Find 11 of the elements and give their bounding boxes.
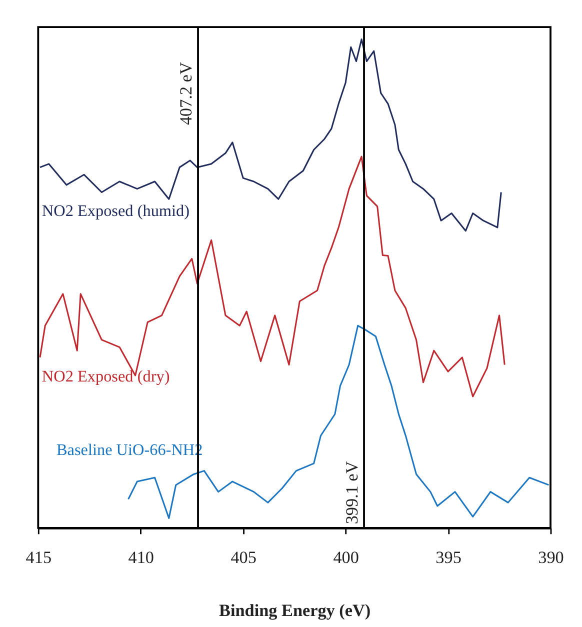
x-tick-label: 415 <box>26 548 52 567</box>
x-tick-label: 410 <box>128 548 154 567</box>
ref-line-label: 407.2 eV <box>176 62 196 126</box>
series-label: NO2 Exposed (humid) <box>42 202 190 220</box>
ref-line-label: 399.1 eV <box>342 460 362 524</box>
series-label: NO2 Exposed (dry) <box>42 368 170 386</box>
x-tick-label: 395 <box>436 548 462 567</box>
x-tick-label: 405 <box>230 548 256 567</box>
x-axis-title: Binding Energy (eV) <box>219 601 371 620</box>
x-tick-label: 390 <box>538 548 564 567</box>
x-tick-label: 400 <box>333 548 359 567</box>
